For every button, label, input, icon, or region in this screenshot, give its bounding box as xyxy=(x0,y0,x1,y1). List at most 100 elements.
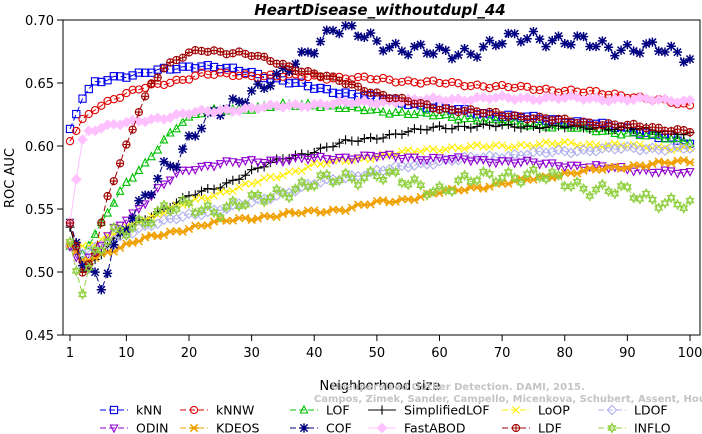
data-point xyxy=(547,159,557,169)
data-point xyxy=(512,424,520,432)
data-point xyxy=(409,124,420,134)
data-point xyxy=(366,75,375,84)
data-point xyxy=(512,406,520,414)
data-point xyxy=(422,48,432,58)
data-point xyxy=(128,213,138,224)
data-point xyxy=(429,145,438,154)
data-point xyxy=(222,157,232,167)
data-point xyxy=(653,144,665,156)
data-point xyxy=(566,180,576,190)
data-point xyxy=(109,95,118,104)
data-point xyxy=(427,92,439,104)
data-point xyxy=(240,202,250,211)
legend: kNN kNNW LOF SimplifiedLOF LoOP LDOF ODIN KDEOS… xyxy=(100,403,671,434)
data-point xyxy=(447,111,457,121)
data-point xyxy=(303,47,313,57)
data-point xyxy=(516,179,526,189)
data-point xyxy=(134,205,144,215)
series-inflo xyxy=(65,163,695,301)
data-point xyxy=(322,171,332,181)
data-point xyxy=(266,70,275,79)
data-point xyxy=(297,166,306,175)
data-point xyxy=(159,157,169,167)
data-point xyxy=(365,97,376,109)
data-point xyxy=(472,183,482,192)
data-point xyxy=(472,156,482,166)
data-point xyxy=(485,168,495,177)
y-tick-label: 0.55 xyxy=(25,203,54,218)
data-point xyxy=(384,166,394,175)
x-tick-label: 70 xyxy=(494,346,511,361)
data-point xyxy=(615,93,627,104)
data-point xyxy=(259,72,269,81)
data-point xyxy=(680,126,688,134)
data-point xyxy=(299,423,309,433)
data-point xyxy=(459,121,470,132)
data-point xyxy=(109,247,119,256)
data-point xyxy=(90,267,100,277)
data-point xyxy=(347,175,357,185)
data-point xyxy=(479,142,488,151)
data-point xyxy=(610,190,620,200)
data-point xyxy=(467,105,475,114)
data-point xyxy=(591,161,601,171)
data-point xyxy=(284,195,294,204)
data-point xyxy=(397,129,407,140)
data-point xyxy=(115,227,125,236)
data-point xyxy=(466,81,475,91)
x-tick-label: 90 xyxy=(619,346,636,361)
data-point xyxy=(453,177,463,187)
data-point xyxy=(654,46,664,56)
data-point xyxy=(115,72,125,81)
data-point xyxy=(453,174,463,184)
data-point xyxy=(466,49,476,59)
data-point xyxy=(353,179,363,188)
data-point xyxy=(416,39,426,50)
data-point xyxy=(484,150,495,162)
data-point xyxy=(160,64,168,72)
data-point xyxy=(308,178,320,190)
data-point xyxy=(560,137,569,146)
data-point xyxy=(235,182,244,191)
data-point xyxy=(547,166,557,175)
data-point xyxy=(384,169,394,178)
legend-label: ODIN xyxy=(136,421,169,434)
data-point xyxy=(372,153,382,163)
data-point xyxy=(135,108,143,116)
data-point xyxy=(610,50,620,61)
legend-label: LoOP xyxy=(538,403,570,418)
x-tick-label: 80 xyxy=(556,346,573,361)
data-point xyxy=(384,43,394,53)
data-point xyxy=(147,79,156,88)
data-point xyxy=(328,25,338,36)
data-point xyxy=(271,100,283,112)
data-point xyxy=(591,126,601,136)
data-point xyxy=(604,188,614,198)
data-point xyxy=(341,103,351,112)
data-point xyxy=(535,171,545,181)
data-point xyxy=(384,108,394,118)
data-point xyxy=(215,211,225,220)
legend-label: kNNW xyxy=(216,403,254,418)
data-point xyxy=(353,31,363,41)
data-point xyxy=(611,120,619,129)
data-point xyxy=(510,159,520,169)
data-point xyxy=(228,71,237,81)
data-point xyxy=(128,71,137,80)
data-point xyxy=(403,50,413,60)
data-point xyxy=(591,41,601,52)
data-point xyxy=(278,158,288,168)
data-point xyxy=(378,173,388,183)
data-point xyxy=(398,94,406,102)
data-point xyxy=(97,101,106,110)
data-point xyxy=(247,86,257,96)
data-point xyxy=(290,186,300,195)
data-point xyxy=(672,201,682,211)
data-point xyxy=(178,197,188,206)
data-point xyxy=(660,200,670,209)
data-point xyxy=(234,71,244,80)
data-point xyxy=(240,199,250,208)
data-point xyxy=(121,177,131,187)
data-point xyxy=(335,77,343,85)
data-point xyxy=(97,219,105,227)
